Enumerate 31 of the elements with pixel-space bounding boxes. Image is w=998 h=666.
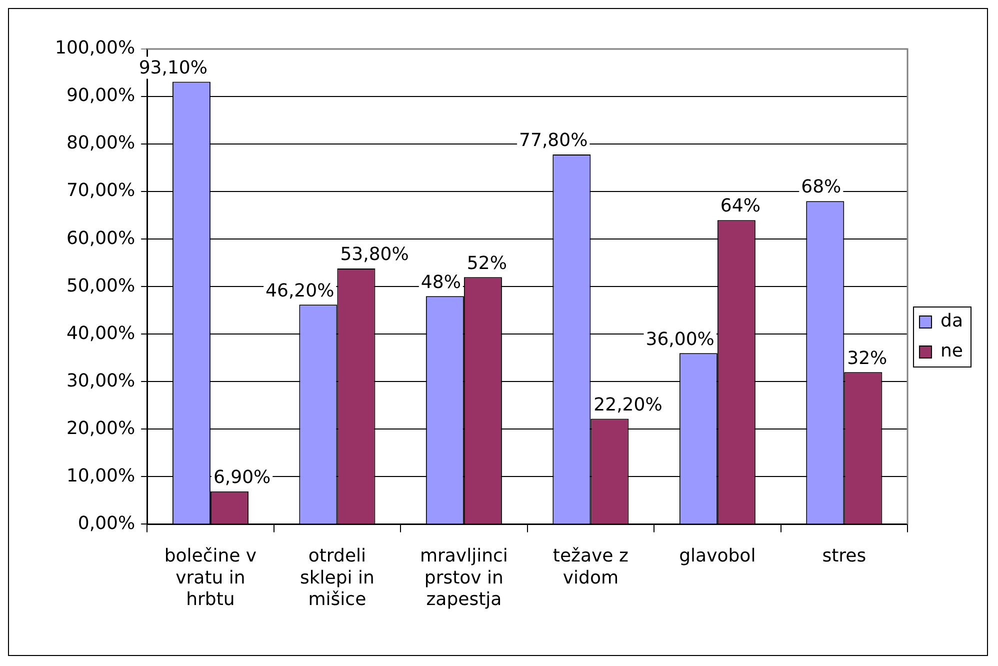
x-tick-label: bolečine v vratu in hrbtu — [164, 546, 257, 610]
y-tick-label: 70,00% — [66, 180, 136, 202]
y-tick-label: 40,00% — [66, 322, 136, 344]
y-tick-label: 60,00% — [66, 228, 136, 249]
y-tick-label: 80,00% — [66, 132, 136, 154]
x-tick-label: težave z vidom — [552, 546, 628, 588]
data-label: 93,10% — [138, 57, 208, 78]
legend-label: da — [940, 310, 963, 332]
data-label: 52% — [466, 252, 507, 274]
x-tick-label: glavobol — [679, 546, 756, 567]
data-label: 53,80% — [340, 244, 409, 266]
legend-label: ne — [940, 340, 963, 362]
data-label: 46,20% — [266, 280, 334, 302]
y-tick-label: 50,00% — [66, 275, 136, 296]
y-tick-label: 10,00% — [66, 465, 136, 486]
data-label: 6,90% — [213, 467, 271, 488]
y-tick-label: 20,00% — [66, 418, 136, 439]
data-label: 48% — [420, 272, 461, 293]
x-tick-label: stres — [822, 546, 866, 567]
data-label: 36,00% — [646, 328, 714, 350]
x-tick-label: otrdeli sklepi in mišice — [300, 546, 374, 610]
y-tick-label: 0,00% — [78, 512, 136, 534]
data-label: 22,20% — [594, 394, 662, 416]
y-tick-label: 90,00% — [66, 85, 136, 106]
y-tick-label: 100,00% — [54, 38, 136, 59]
data-label: 77,80% — [519, 130, 588, 152]
y-tick-label: 30,00% — [66, 370, 136, 392]
data-label: 68% — [801, 176, 842, 198]
data-label: 64% — [720, 196, 760, 217]
data-label: 32% — [847, 348, 888, 369]
x-tick-label: mravljinci prstov in zapestja — [420, 546, 508, 610]
